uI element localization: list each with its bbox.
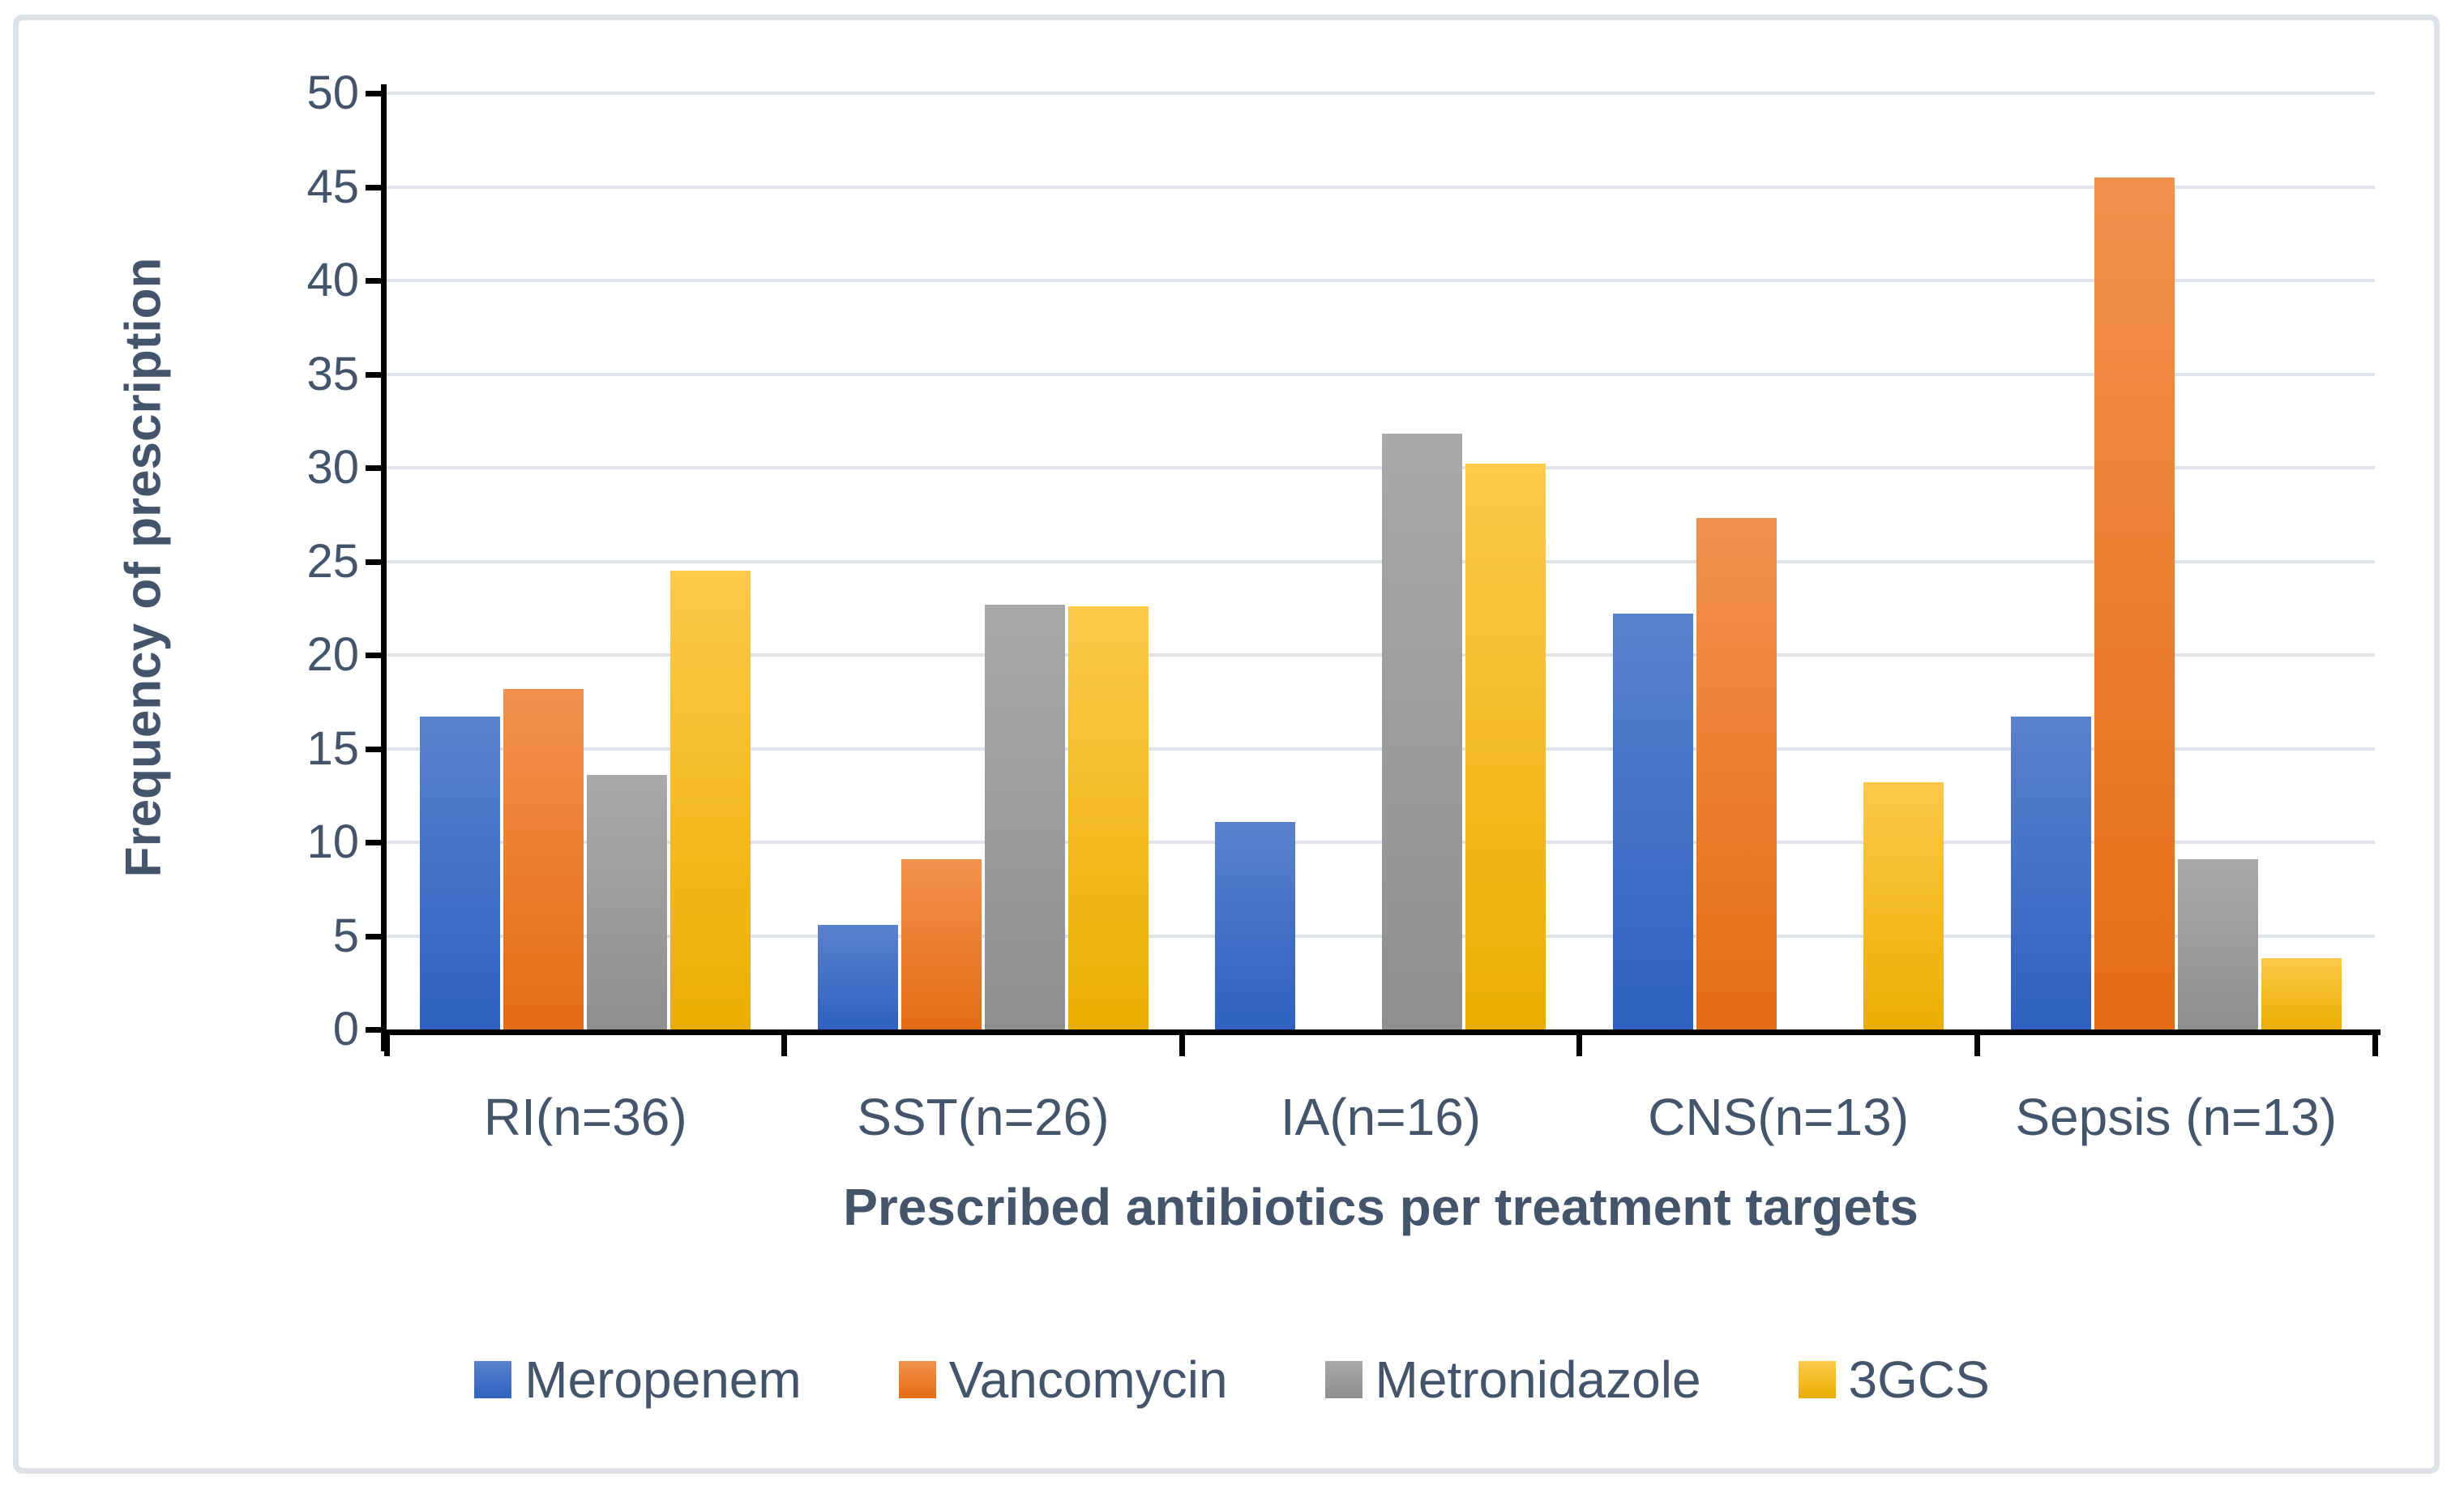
legend-swatch xyxy=(898,1361,936,1398)
legend-swatch xyxy=(474,1361,512,1398)
bar-group xyxy=(387,93,785,1029)
category-label: Sepsis (n=13) xyxy=(2015,1088,2338,1146)
y-axis-title: Frequency of prescription xyxy=(115,257,172,878)
legend: Meropenem Vancomycin Metronidazole 3GCS xyxy=(0,1347,2464,1412)
y-tick xyxy=(366,465,387,471)
legend-item-3gcs: 3GCS xyxy=(1798,1350,1990,1410)
bar-3gcs xyxy=(2261,958,2342,1029)
y-tick-label: 0 xyxy=(332,1003,359,1055)
bar-metronidazole xyxy=(2177,858,2258,1029)
x-axis-line xyxy=(381,1029,2381,1035)
legend-item-meropenem: Meropenem xyxy=(474,1350,802,1410)
y-tick xyxy=(366,91,387,96)
legend-label: Vancomycin xyxy=(948,1350,1228,1409)
bar-group xyxy=(785,93,1183,1029)
y-tick-label: 10 xyxy=(306,815,359,868)
y-tick xyxy=(366,184,387,190)
bar-vancomycin xyxy=(1696,518,1777,1029)
bar-metronidazole xyxy=(984,604,1065,1029)
gridline xyxy=(387,185,2375,189)
y-tick xyxy=(366,840,387,845)
bar-group xyxy=(1580,93,1978,1029)
y-tick-label: 15 xyxy=(306,721,359,775)
category-label: RI(n=36) xyxy=(483,1088,687,1146)
bar-meropenem xyxy=(1215,821,1296,1029)
gridline xyxy=(387,466,2375,469)
y-tick-label: 20 xyxy=(306,628,359,681)
y-tick xyxy=(366,1027,387,1033)
legend-swatch xyxy=(1798,1361,1836,1398)
legend-label: 3GCS xyxy=(1848,1350,1990,1409)
gridline xyxy=(387,653,2375,657)
bar-metronidazole xyxy=(587,774,668,1029)
x-tick xyxy=(383,1035,390,1056)
bar-vancomycin xyxy=(2094,177,2175,1029)
gridline xyxy=(387,372,2375,376)
y-tick-label: 35 xyxy=(306,347,359,400)
bar-group xyxy=(1182,93,1580,1029)
bar-vancomycin xyxy=(900,858,982,1029)
x-tick xyxy=(1179,1035,1185,1056)
gridline xyxy=(387,841,2375,844)
legend-item-metronidazole: Metronidazole xyxy=(1324,1350,1701,1410)
y-tick-label: 25 xyxy=(306,534,359,588)
bar-meropenem xyxy=(420,717,501,1029)
y-tick-label: 30 xyxy=(306,441,359,494)
y-tick-label: 5 xyxy=(332,909,359,962)
bar-3gcs xyxy=(1067,606,1149,1029)
y-tick-label: 40 xyxy=(306,254,359,306)
gridline xyxy=(387,747,2375,751)
category-label: SST(n=26) xyxy=(857,1088,1110,1146)
x-tick xyxy=(781,1035,788,1056)
bar-group xyxy=(1977,93,2375,1029)
category-label: CNS(n=13) xyxy=(1648,1088,1910,1146)
y-axis-line xyxy=(381,84,387,1051)
plot-area xyxy=(387,92,2375,1029)
bar-3gcs xyxy=(1465,464,1546,1029)
bar-meropenem xyxy=(1613,614,1694,1029)
bar-vancomycin xyxy=(503,688,584,1029)
y-tick xyxy=(366,559,387,565)
bar-3gcs xyxy=(1863,782,1944,1029)
gridline xyxy=(387,92,2375,95)
x-axis-title: Prescribed antibiotics per treatment tar… xyxy=(843,1178,1919,1236)
y-tick-label: 50 xyxy=(306,66,359,119)
legend-item-vancomycin: Vancomycin xyxy=(898,1350,1228,1410)
y-tick xyxy=(366,653,387,658)
bar-3gcs xyxy=(670,571,751,1029)
x-tick xyxy=(1974,1035,1980,1056)
legend-label: Metronidazole xyxy=(1375,1350,1701,1409)
category-label: IA(n=16) xyxy=(1280,1088,1482,1146)
gridline xyxy=(387,279,2375,282)
bar-metronidazole xyxy=(1382,434,1463,1029)
y-tick xyxy=(366,278,387,284)
y-tick xyxy=(366,746,387,752)
bar-meropenem xyxy=(817,924,898,1029)
legend-label: Meropenem xyxy=(524,1350,802,1409)
y-tick xyxy=(366,933,387,939)
y-tick-label: 45 xyxy=(306,160,359,213)
y-tick xyxy=(366,371,387,378)
gridline xyxy=(387,559,2375,563)
bar-meropenem xyxy=(2010,717,2091,1029)
x-tick xyxy=(2372,1035,2378,1056)
x-tick xyxy=(1576,1035,1583,1056)
legend-swatch xyxy=(1324,1361,1362,1398)
gridline xyxy=(387,934,2375,938)
